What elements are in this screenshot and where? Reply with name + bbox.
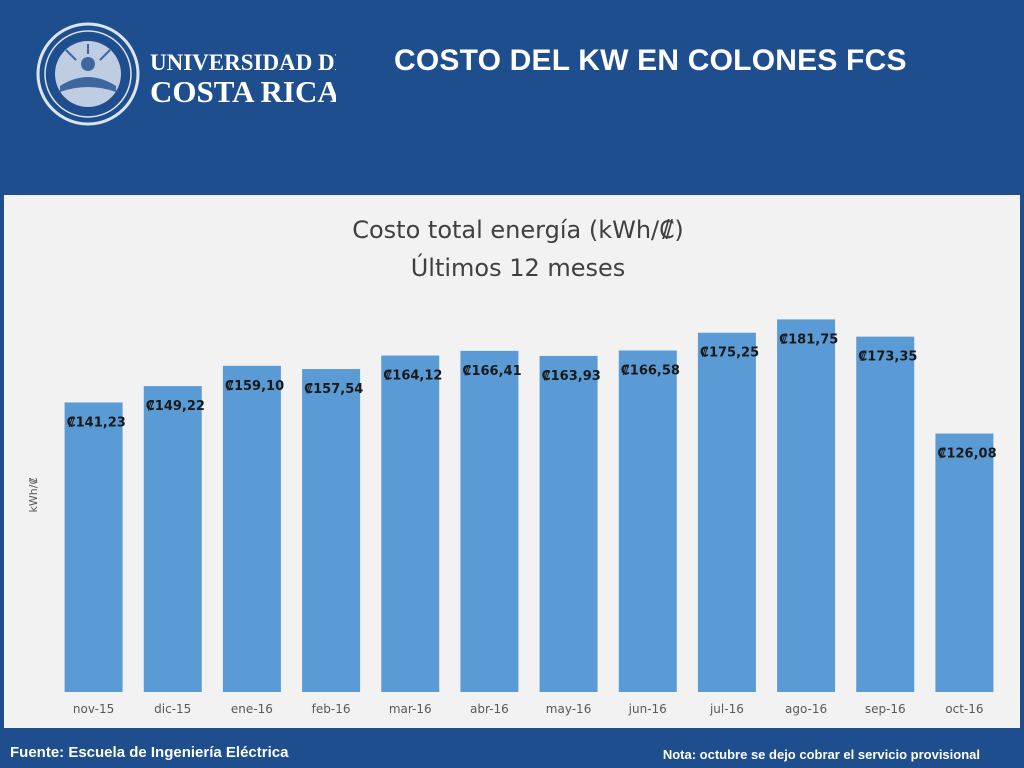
bar-dic-15 bbox=[143, 386, 202, 692]
x-tick-label: oct-16 bbox=[945, 702, 983, 716]
bar-mar-16 bbox=[381, 355, 440, 692]
logo-text-line1: UNIVERSIDAD DE bbox=[150, 50, 336, 75]
data-label: ₡163,93 bbox=[542, 369, 601, 384]
x-tick-label: ene-16 bbox=[231, 702, 273, 716]
x-tick-label: may-16 bbox=[546, 702, 592, 716]
data-label: ₡175,25 bbox=[700, 346, 759, 361]
data-label: ₡181,75 bbox=[779, 332, 838, 347]
bar-nov-15 bbox=[64, 402, 123, 692]
data-label: ₡159,10 bbox=[225, 379, 284, 394]
data-label: ₡141,23 bbox=[67, 415, 126, 430]
chart-panel: Costo total energía (kWh/₡) Últimos 12 m… bbox=[4, 195, 1020, 728]
footer-source: Fuente: Escuela de Ingeniería Eléctrica bbox=[10, 744, 289, 761]
bar-ago-16 bbox=[777, 319, 836, 692]
bar-sep-16 bbox=[856, 336, 915, 692]
x-tick-label: nov-15 bbox=[73, 702, 114, 716]
bar-may-16 bbox=[539, 355, 598, 692]
logo-text-line2: COSTA RICA bbox=[150, 74, 336, 109]
bar-jun-16 bbox=[618, 350, 677, 692]
bar-jul-16 bbox=[697, 332, 756, 692]
data-label: ₡166,41 bbox=[462, 364, 521, 379]
data-label: ₡157,54 bbox=[304, 382, 363, 397]
university-logo: UNIVERSIDAD DE COSTA RICA bbox=[36, 22, 336, 126]
x-tick-label: jun-16 bbox=[628, 702, 667, 716]
y-axis-label: kWh/₡ bbox=[27, 478, 40, 513]
bars-layer: ₡141,23 nov-15 ₡149,22 dic-15 ₡159,10 ene-16 ₡… bbox=[64, 319, 997, 716]
data-label: ₡149,22 bbox=[146, 399, 205, 414]
footer-note: Nota: octubre se dejo cobrar el servicio… bbox=[662, 747, 980, 762]
x-tick-label: jul-16 bbox=[709, 702, 744, 716]
bar-feb-16 bbox=[302, 369, 361, 692]
bar-abr-16 bbox=[460, 350, 519, 692]
bar-ene-16 bbox=[222, 365, 281, 692]
slide-header: UNIVERSIDAD DE COSTA RICA COSTO DEL KW E… bbox=[0, 0, 1024, 195]
x-tick-label: sep-16 bbox=[865, 702, 906, 716]
data-label: ₡164,12 bbox=[383, 369, 442, 384]
bar-chart: Costo total energía (kWh/₡) Últimos 12 m… bbox=[27, 216, 997, 716]
x-tick-label: ago-16 bbox=[785, 702, 827, 716]
data-label: ₡173,35 bbox=[858, 350, 917, 365]
chart-title: Costo total energía (kWh/₡) bbox=[352, 216, 684, 244]
data-label: ₡166,58 bbox=[621, 364, 680, 379]
chart-subtitle: Últimos 12 meses bbox=[411, 252, 626, 282]
university-seal-icon bbox=[36, 22, 140, 126]
x-tick-label: dic-15 bbox=[154, 702, 191, 716]
x-tick-label: feb-16 bbox=[312, 702, 351, 716]
x-tick-label: abr-16 bbox=[470, 702, 509, 716]
slide-title: COSTO DEL KW EN COLONES FCS bbox=[394, 44, 907, 77]
bar-oct-16 bbox=[935, 433, 994, 692]
x-tick-label: mar-16 bbox=[389, 702, 432, 716]
data-label: ₡126,08 bbox=[937, 447, 996, 462]
